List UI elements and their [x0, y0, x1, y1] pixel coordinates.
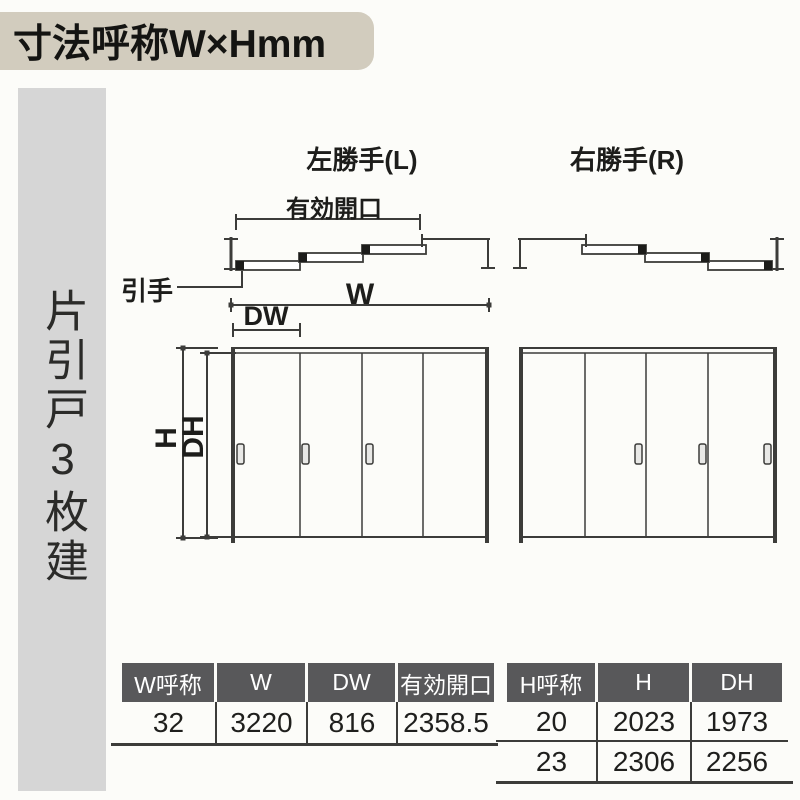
table-cell: 2256: [705, 746, 769, 777]
table-header-cell: H: [598, 663, 692, 702]
label-pull-handle: 引手: [121, 276, 174, 306]
table-header-cell: W呼称: [122, 663, 217, 702]
table-header-cell: H呼称: [507, 663, 598, 702]
label-effective-opening: 有効開口: [286, 196, 382, 223]
plan-view-left: [224, 234, 495, 271]
table-row-rule: [496, 740, 788, 742]
front-view-left: [231, 347, 489, 543]
front-view-right: [517, 346, 779, 545]
table-cell: 3220: [217, 702, 308, 743]
plan-view-right: [511, 232, 786, 273]
table-cell: 2358.5: [403, 706, 489, 738]
table-header-cell: 有効開口: [398, 663, 494, 702]
table-cell: 20: [507, 702, 598, 742]
table-header-cell: DH: [692, 663, 782, 702]
width-dimension-table: W呼称 W DW 有効開口 32 3220 816 2358.5: [122, 663, 494, 743]
sidebar-product-type: 片引戸3枚建: [18, 88, 106, 791]
label-left-hand: 左勝手(L): [306, 145, 418, 175]
table-cell: 1973: [705, 706, 769, 737]
dimension-lines: [176, 214, 492, 541]
label-dim-dh: DH: [177, 415, 210, 459]
table-cell: 32: [122, 702, 217, 743]
table-header-cell: DW: [308, 663, 398, 702]
table-bottom-rule: [496, 781, 793, 784]
product-type-label: 片引戸3枚建: [38, 288, 87, 587]
table-cell: 816: [308, 702, 398, 743]
label-dim-dw: DW: [243, 301, 289, 331]
table-cell: 23: [507, 742, 598, 782]
table-bottom-rule: [111, 743, 498, 746]
height-dimension-table: H呼称 H DH 20 2023 1973 23 2306 2256: [507, 663, 782, 782]
table-cell: 2023: [598, 702, 692, 742]
table-cell: 2306: [598, 742, 692, 782]
table-header-cell: W: [217, 663, 308, 702]
page-title: 寸法呼称W×Hmm: [0, 12, 374, 70]
label-right-hand: 右勝手(R): [569, 145, 685, 175]
label-dim-w: W: [345, 278, 375, 311]
